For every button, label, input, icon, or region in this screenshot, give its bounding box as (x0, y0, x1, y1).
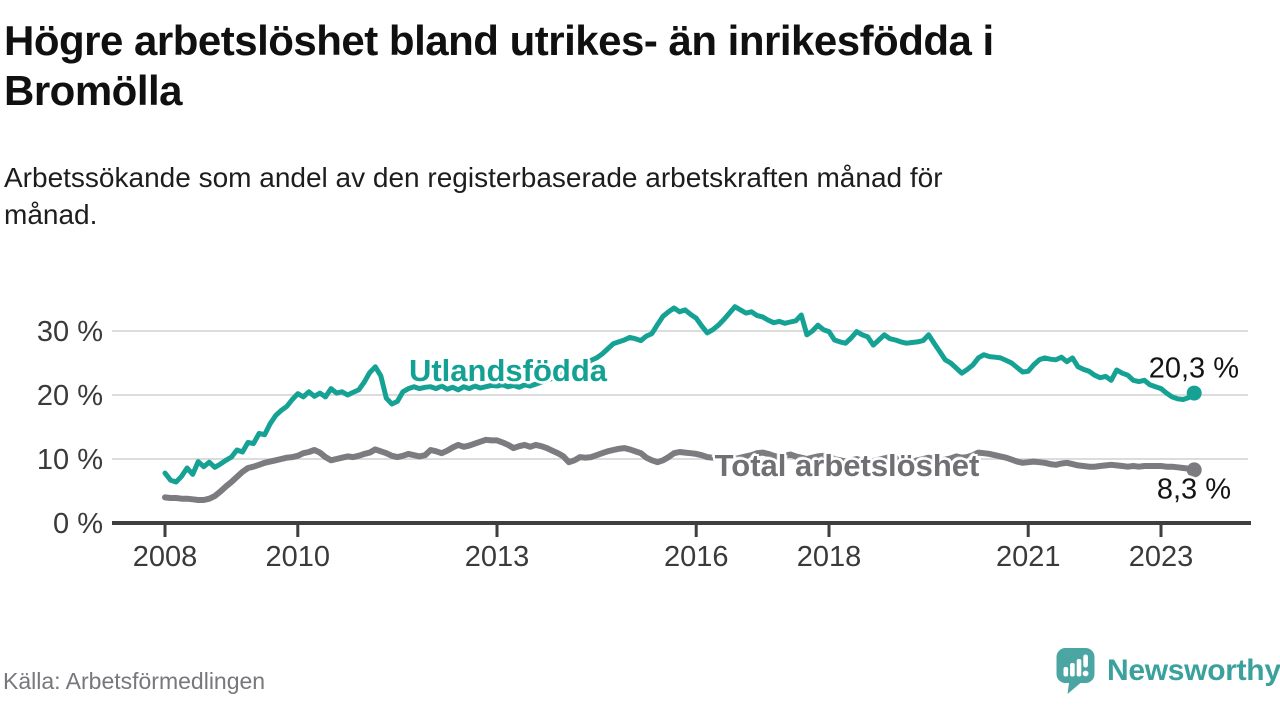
line-total (162, 436, 1198, 503)
line-utlandsfodda (162, 304, 1197, 485)
x-axis-label-2018: 2018 (797, 541, 862, 573)
x-axis-label-2010: 2010 (266, 541, 331, 573)
y-axis-label-30: 30 % (37, 316, 103, 348)
y-axis-label-20: 20 % (37, 380, 103, 412)
y-axis-label-10: 10 % (37, 444, 103, 476)
source-note: Källa: Arbetsförmedlingen (3, 668, 266, 694)
x-axis-label-2021: 2021 (996, 541, 1061, 573)
newsworthy-logo: Newsworthy (1054, 647, 1280, 695)
x-axis-label-2008: 2008 (133, 541, 198, 573)
end-value-label-total: 8,3 % (1156, 473, 1231, 506)
y-axis-label-0: 0 % (53, 508, 103, 540)
chart-subtitle-line-2: månad. (4, 198, 98, 230)
x-axis-label-2013: 2013 (465, 541, 530, 573)
newsworthy-logo-text: Newsworthy (1107, 654, 1280, 687)
series-label-total-arbetsloshet: Total arbetslöshet (714, 448, 980, 483)
chart-subtitle-line-1: Arbetssökande som andel av den registerb… (4, 162, 943, 193)
chart-title-line-1: Högre arbetslöshet bland utrikes- än inr… (4, 17, 994, 64)
x-axis-label-2016: 2016 (664, 541, 729, 573)
chart-subtitle: Arbetssökande som andel av den registerb… (4, 160, 1204, 234)
series-label-utlandsfodda: Utlandsfödda (408, 353, 608, 388)
x-axis-label-2023: 2023 (1129, 541, 1194, 573)
endpoint-dot-utlandsfodda (1186, 385, 1202, 401)
chart-title-line-2: Bromölla (4, 67, 183, 115)
chart-title: Högre arbetslöshet bland utrikes- än inr… (4, 16, 1264, 117)
newsworthy-speech-bubble-bar-chart-icon (1056, 648, 1095, 694)
end-value-label-utlandsfodda: 20,3 % (1148, 352, 1239, 385)
endpoint-dot-total (1186, 462, 1202, 478)
